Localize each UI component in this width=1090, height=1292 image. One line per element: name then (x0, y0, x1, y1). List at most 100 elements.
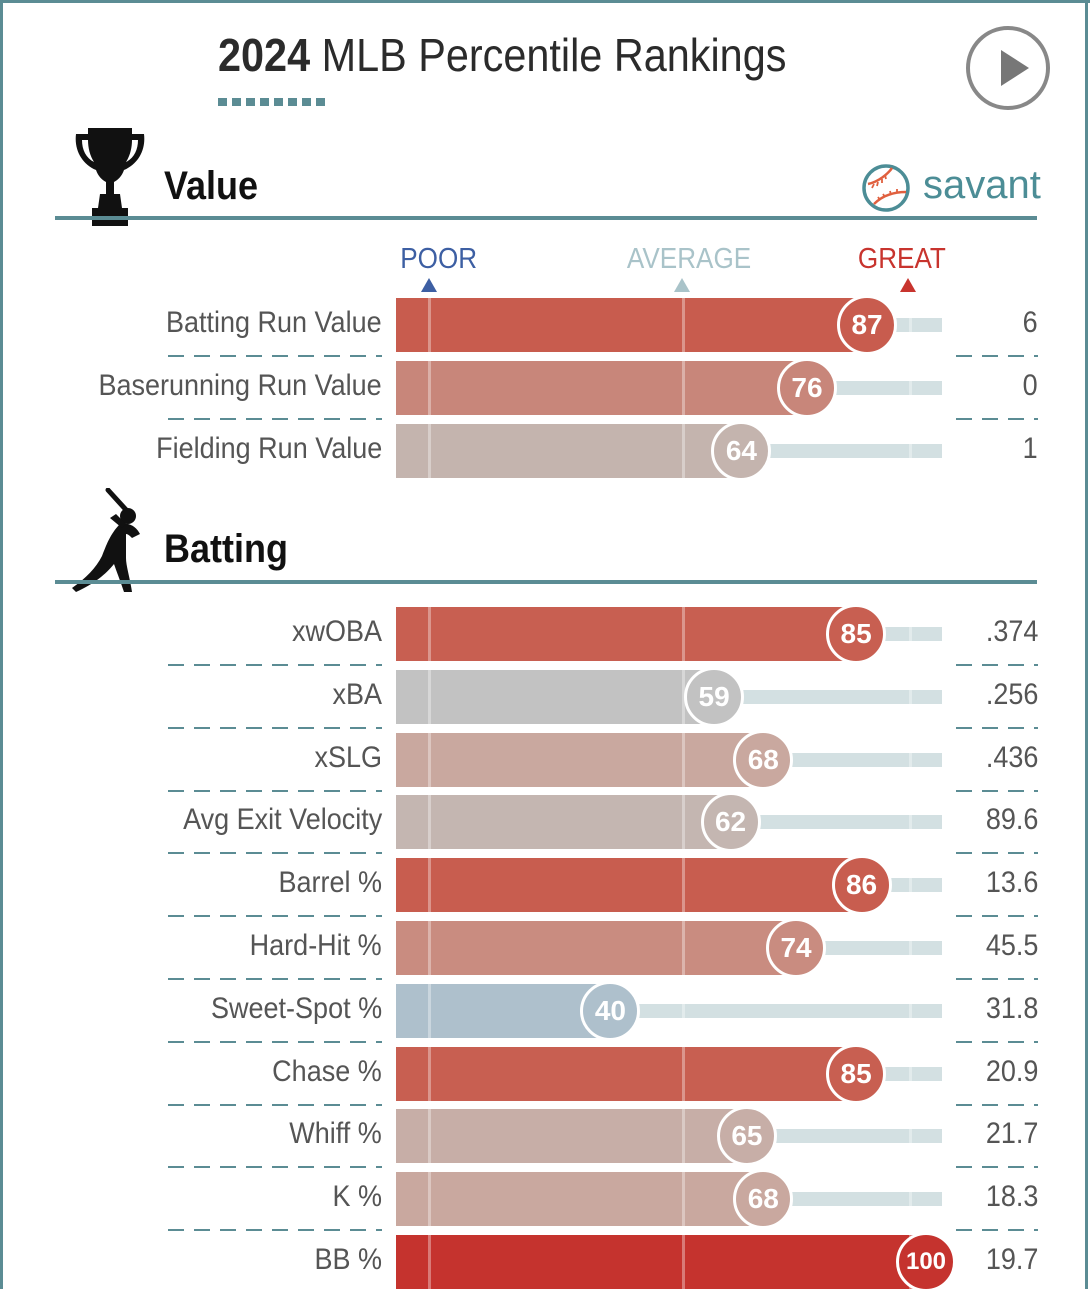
metric-label: Baserunning Run Value (98, 369, 382, 402)
metric-value: 31.8 (985, 992, 1038, 1025)
guide-line (909, 361, 912, 415)
percentile-track[interactable]: 85 (396, 1044, 942, 1104)
guide-line (909, 1172, 912, 1226)
track-line (634, 1004, 942, 1018)
poor-marker-icon (421, 278, 437, 292)
guide-line (682, 1172, 685, 1226)
percentile-track[interactable]: 65 (396, 1106, 942, 1166)
metric-label: xSLG (314, 741, 382, 774)
percentile-track[interactable]: 87 (396, 295, 942, 355)
guide-line (682, 984, 685, 1038)
metric-value: 45.5 (985, 929, 1038, 962)
percentile-bar (396, 1109, 744, 1163)
percentile-track[interactable]: 64 (396, 421, 942, 481)
percentile-bubble: 64 (711, 421, 772, 481)
row-divider (956, 1166, 1038, 1168)
guide-line (682, 361, 685, 415)
percentile-bar (396, 1235, 923, 1289)
row-divider (956, 790, 1038, 792)
metric-label: Avg Exit Velocity (182, 803, 382, 836)
guide-line (909, 670, 912, 724)
row-divider (168, 852, 382, 854)
frame-top-border (0, 0, 1090, 3)
scale-label-average: AVERAGE (626, 243, 752, 275)
row-divider (956, 727, 1038, 729)
guide-line (909, 424, 912, 478)
track-line (787, 1192, 942, 1206)
percentile-track[interactable]: 68 (396, 730, 942, 790)
percentile-track[interactable]: 62 (396, 792, 942, 852)
metric-label: Batting Run Value (166, 306, 382, 339)
metric-label: BB % (314, 1243, 382, 1276)
row-divider (168, 978, 382, 980)
row-divider (168, 1166, 382, 1168)
percentile-track[interactable]: 68 (396, 1169, 942, 1229)
percentile-track[interactable]: 74 (396, 918, 942, 978)
play-button[interactable] (966, 26, 1050, 110)
percentile-track[interactable]: 86 (396, 855, 942, 915)
row-divider (168, 727, 382, 729)
metric-value: 20.9 (985, 1055, 1038, 1088)
row-divider (956, 1041, 1038, 1043)
row-divider (168, 664, 382, 666)
percentile-bubble: 68 (733, 1169, 794, 1229)
row-divider (168, 418, 382, 420)
guide-line (909, 1047, 912, 1101)
batter-silhouette-icon (72, 488, 140, 592)
percentile-bubble: 87 (837, 295, 898, 355)
row-divider (956, 978, 1038, 980)
row-divider (168, 1104, 382, 1106)
percentile-bubble: 86 (831, 855, 892, 915)
metric-value: 19.7 (985, 1243, 1038, 1276)
metric-value: 6 (1022, 306, 1038, 339)
percentile-bar (396, 984, 608, 1038)
percentile-track[interactable]: 59 (396, 667, 942, 727)
metric-value: 13.6 (985, 866, 1038, 899)
metric-value: .256 (985, 678, 1038, 711)
metric-label: Fielding Run Value (155, 432, 382, 465)
track-line (770, 1129, 942, 1143)
metric-value: 21.7 (985, 1117, 1038, 1150)
row-divider (956, 1104, 1038, 1106)
guide-line (909, 607, 912, 661)
metric-value: 0 (1022, 369, 1038, 402)
track-line (885, 878, 942, 892)
play-icon (1001, 50, 1029, 86)
metric-value: 1 (1022, 432, 1038, 465)
percentile-bar (396, 607, 854, 661)
track-line (787, 753, 942, 767)
row-divider (168, 355, 382, 357)
metric-value: 18.3 (985, 1180, 1038, 1213)
percentile-track[interactable]: 100 (396, 1232, 956, 1292)
percentile-bar (396, 424, 739, 478)
track-line (880, 1067, 942, 1081)
metric-label: Hard-Hit % (249, 929, 382, 962)
track-line (754, 815, 942, 829)
title-text: MLB Percentile Rankings (321, 29, 787, 81)
percentile-bar (396, 858, 859, 912)
guide-line (428, 1172, 431, 1226)
percentile-bubble: 100 (896, 1232, 956, 1292)
guide-line (428, 921, 431, 975)
percentile-track[interactable]: 40 (396, 981, 942, 1041)
metric-label: Barrel % (278, 866, 382, 899)
frame-left-border (0, 0, 3, 1289)
guide-line (428, 1109, 431, 1163)
title-year: 2024 (218, 29, 311, 81)
savant-brand[interactable]: savant (860, 160, 1041, 214)
guide-line (428, 607, 431, 661)
guide-line (682, 1235, 685, 1289)
guide-line (682, 670, 685, 724)
percentile-bubble: 59 (684, 667, 745, 727)
scale-label-great: GREAT (857, 243, 946, 275)
percentile-bar (396, 298, 865, 352)
metric-label: K % (332, 1180, 382, 1213)
title-underline (218, 98, 328, 106)
guide-line (428, 670, 431, 724)
guide-line (909, 1109, 912, 1163)
row-divider (956, 355, 1038, 357)
percentile-track[interactable]: 85 (396, 604, 942, 664)
percentile-track[interactable]: 76 (396, 358, 942, 418)
percentile-bubble: 85 (826, 604, 887, 664)
track-line (830, 381, 942, 395)
